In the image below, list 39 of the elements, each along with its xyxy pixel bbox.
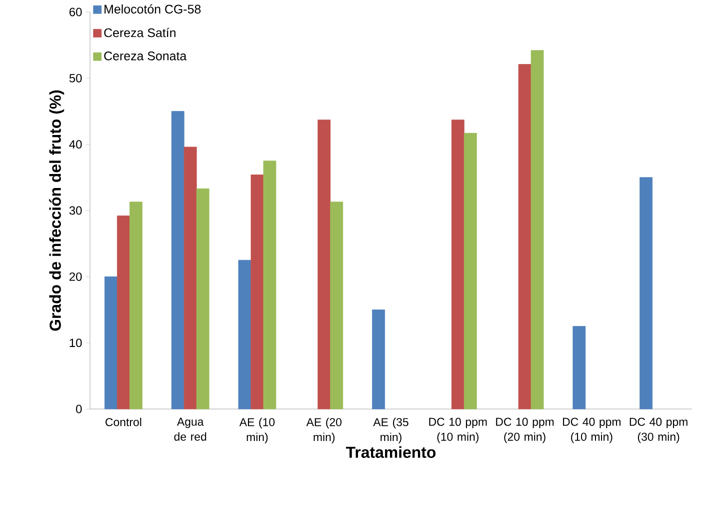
x-tick-label: AE (10 min) (239, 418, 275, 444)
legend-label: Melocotón CG-58 (104, 4, 201, 14)
x-tick-label: DC 10 ppm (10 min) (429, 418, 487, 444)
bar (116, 216, 130, 410)
bar (330, 202, 344, 410)
bar (250, 174, 264, 410)
x-axis-title: Tratamiento (346, 446, 436, 458)
x-tick-label: AE (35 min) (373, 418, 408, 444)
bar (518, 64, 532, 410)
y-tick-label: 50 (69, 74, 82, 82)
bar (318, 120, 331, 410)
bar (530, 50, 544, 410)
bar (572, 326, 586, 410)
x-tick-label: DC 40 ppm (10 min) (562, 418, 620, 444)
bar (451, 120, 464, 410)
bar (238, 260, 252, 410)
legend-label: Cereza Sonata (104, 52, 187, 60)
y-axis-title: Grado de infección del fruto (%) (49, 90, 64, 331)
bar (263, 160, 276, 410)
legend-label: Cereza Satín (104, 28, 176, 38)
bar (196, 188, 210, 410)
x-tick-label: Control (106, 418, 142, 426)
x-tick-label: Agua de red (174, 418, 206, 441)
x-tick-label: AE (20 min) (306, 418, 342, 444)
y-tick-label: 0 (76, 404, 82, 414)
bar (640, 177, 653, 410)
bar (464, 132, 477, 410)
bar (129, 202, 142, 410)
bar (171, 111, 184, 410)
bar (372, 310, 385, 410)
x-tick-label: DC 10 ppm (20 min) (496, 418, 554, 444)
x-tick-label: DC 40 ppm (30 min) (630, 418, 688, 444)
y-tick-label: 60 (70, 8, 82, 16)
bar (184, 146, 197, 410)
y-tick-label: 40 (69, 140, 82, 149)
y-tick-label: 10 (70, 338, 82, 348)
y-tick-label: 20 (70, 272, 82, 281)
y-tick-label: 30 (69, 206, 82, 215)
bar (104, 276, 118, 410)
